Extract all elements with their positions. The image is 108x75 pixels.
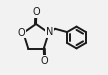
Text: O: O bbox=[33, 7, 40, 17]
Text: O: O bbox=[18, 28, 25, 38]
Text: O: O bbox=[40, 56, 48, 66]
Text: N: N bbox=[46, 27, 53, 37]
